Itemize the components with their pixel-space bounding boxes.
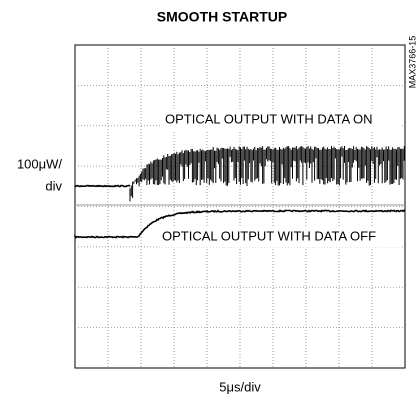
y-label: 100μW/ <box>17 156 62 171</box>
label-bg <box>160 110 400 130</box>
label-bg <box>158 227 400 247</box>
x-label: 5μs/div <box>219 379 261 394</box>
figure-id: MAX3766-15 <box>407 36 417 89</box>
trace-data-off <box>74 209 406 239</box>
trace-data-on-base <box>74 184 131 188</box>
annotation: OPTICAL OUTPUT WITH DATA ON <box>165 111 373 126</box>
traces <box>74 146 406 239</box>
title: SMOOTH STARTUP <box>157 9 287 25</box>
y-label: div <box>45 178 62 193</box>
annotation: OPTICAL OUTPUT WITH DATA OFF <box>162 228 376 243</box>
